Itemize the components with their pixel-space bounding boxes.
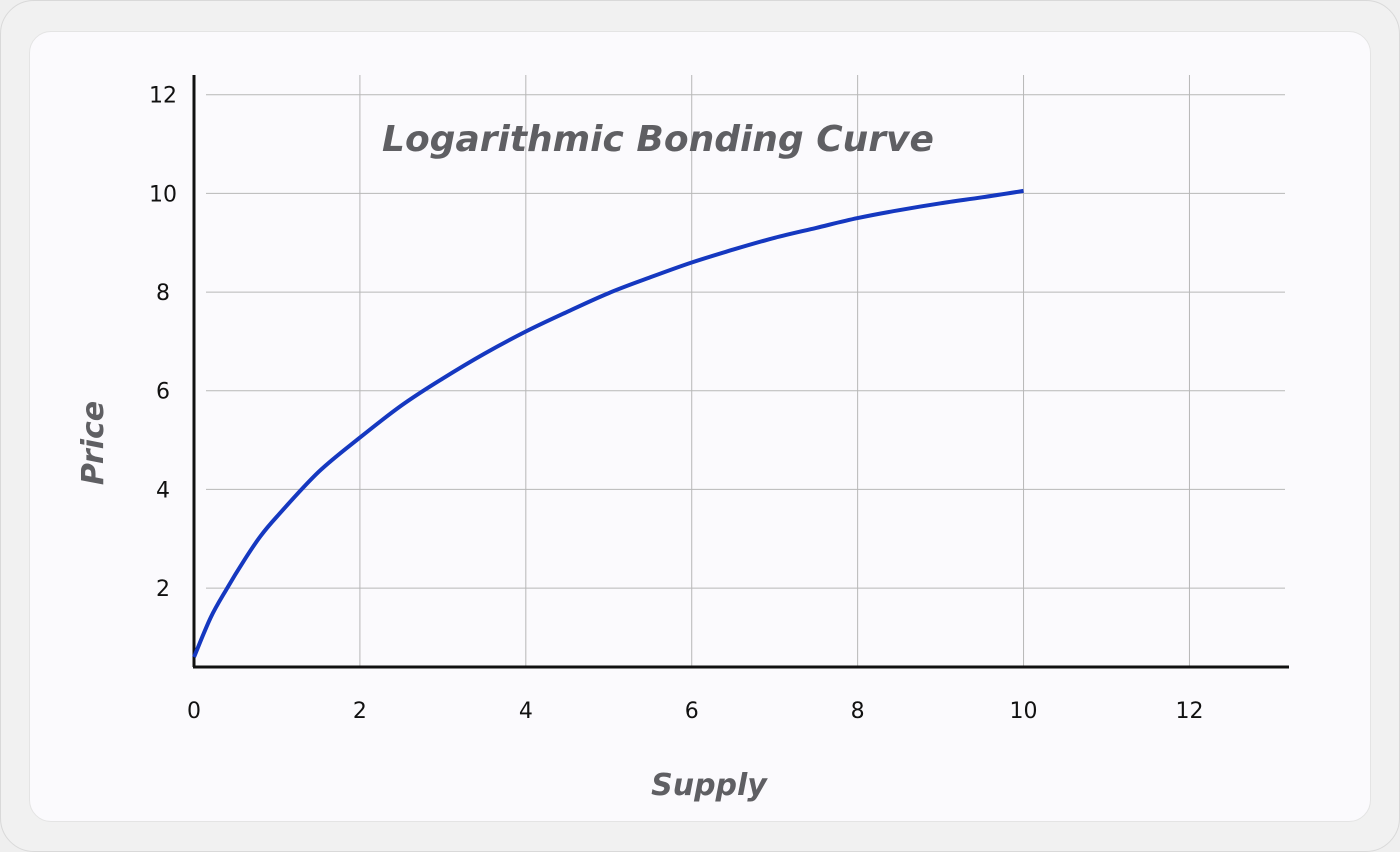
x-tick-label: 0 xyxy=(187,699,201,724)
y-tick-label: 10 xyxy=(149,182,177,207)
y-tick-label: 12 xyxy=(149,84,177,109)
series-line xyxy=(192,188,1024,658)
x-tick-label: 12 xyxy=(1175,699,1203,724)
y-tick-label: 2 xyxy=(156,577,170,602)
axes xyxy=(192,75,1289,669)
chart-title: Logarithmic Bonding Curve xyxy=(382,119,934,160)
grid-lines xyxy=(206,75,1285,667)
y-tick-label: 8 xyxy=(156,281,170,306)
y-tick-labels: 2 4 6 8 10 12 xyxy=(149,84,177,602)
x-tick-label: 4 xyxy=(519,699,533,724)
series-group xyxy=(192,188,1024,658)
x-tick-label: 8 xyxy=(851,699,865,724)
x-tick-label: 6 xyxy=(685,699,699,724)
chart-card xyxy=(29,31,1371,822)
y-axis-title: Price xyxy=(76,401,111,485)
x-axis-title: Supply xyxy=(651,768,768,803)
y-tick-label: 4 xyxy=(156,478,170,503)
x-tick-label: 2 xyxy=(353,699,367,724)
x-tick-labels: 0 2 4 6 8 10 12 xyxy=(187,699,1203,724)
y-tick-label: 6 xyxy=(156,380,170,405)
x-tick-label: 10 xyxy=(1010,699,1038,724)
